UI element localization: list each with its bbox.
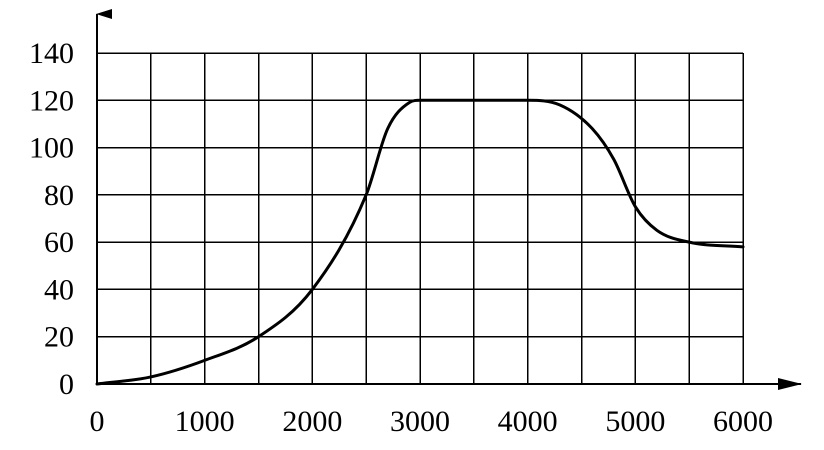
x-tick-label: 3000	[390, 405, 450, 438]
x-axis-ticks: 0 1000 2000 3000 4000 5000 6000	[90, 405, 774, 438]
y-tick-label: 140	[29, 37, 74, 70]
series-layer	[95, 98, 745, 386]
y-tick-label: 40	[44, 273, 74, 306]
x-tick-label: 5000	[605, 405, 665, 438]
x-tick-label: 6000	[713, 405, 773, 438]
y-axis-ticks: 0 20 40 60 80 100 120 140	[29, 37, 74, 401]
x-tick-label: 4000	[498, 405, 558, 438]
x-tick-label: 1000	[175, 405, 235, 438]
y-tick-label: 120	[29, 84, 74, 117]
series-line	[95, 98, 745, 386]
y-tick-label: 60	[44, 226, 74, 259]
grid	[96, 52, 744, 385]
y-tick-label: 0	[59, 368, 74, 401]
y-tick-label: 80	[44, 179, 74, 212]
y-tick-label: 100	[29, 132, 74, 165]
y-tick-label: 20	[44, 321, 74, 354]
axes	[96, 9, 802, 390]
x-tick-label: 0	[90, 405, 105, 438]
x-tick-label: 2000	[282, 405, 342, 438]
